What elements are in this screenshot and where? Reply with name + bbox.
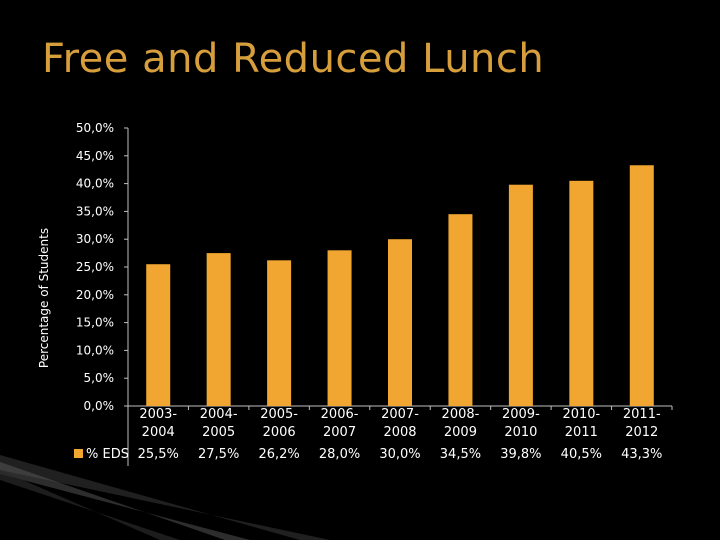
legend-swatch (74, 449, 83, 458)
y-tick-label: 25,0% (76, 260, 114, 274)
bar (267, 260, 292, 406)
y-tick-label: 10,0% (76, 343, 114, 357)
y-tick-label: 20,0% (76, 288, 114, 302)
y-tick-label: 50,0% (76, 121, 114, 135)
x-category-label-line1: 2008- (442, 407, 480, 422)
x-category-label-line1: 2006- (321, 407, 359, 422)
x-category-label-line2: 2006 (263, 425, 296, 440)
data-table-value: 27,5% (198, 447, 239, 462)
data-table-value: 34,5% (440, 447, 481, 462)
x-category-label-line2: 2009 (444, 425, 477, 440)
slide-title: Free and Reduced Lunch (42, 36, 545, 82)
x-category-label-line1: 2009- (502, 407, 540, 422)
y-tick-label: 15,0% (76, 316, 114, 330)
x-category-label-line2: 2008 (383, 425, 416, 440)
bar (388, 239, 412, 406)
bar (146, 264, 171, 406)
x-category-label-line2: 2012 (625, 425, 658, 440)
x-category-label-line2: 2005 (202, 425, 235, 440)
y-tick-label: 35,0% (76, 204, 114, 218)
y-tick-label: 0,0% (84, 399, 115, 413)
y-tick-label: 45,0% (76, 149, 114, 163)
y-tick-label: 5,0% (84, 371, 115, 385)
data-table-value: 30,0% (379, 447, 420, 462)
bar (206, 253, 231, 406)
bar (629, 165, 654, 406)
data-table-value: 26,2% (258, 447, 299, 462)
legend-series-name: % EDS (86, 447, 129, 462)
bar (448, 214, 473, 406)
y-tick-label: 30,0% (76, 232, 114, 246)
bar (327, 250, 352, 406)
data-table-value: 40,5% (561, 447, 602, 462)
bar (508, 184, 533, 406)
data-table-value: 28,0% (319, 447, 360, 462)
x-category-label-line1: 2010- (562, 407, 600, 422)
data-table-value: 25,5% (138, 447, 179, 462)
y-axis-title: Percentage of Students (37, 228, 51, 368)
bar (569, 180, 594, 406)
x-category-label-line1: 2007- (381, 407, 419, 422)
x-category-label-line1: 2011- (623, 407, 661, 422)
x-category-label-line2: 2007 (323, 425, 356, 440)
y-tick-label: 40,0% (76, 177, 114, 191)
data-table-value: 39,8% (500, 447, 541, 462)
x-category-label-line2: 2011 (565, 425, 598, 440)
x-category-label-line1: 2003- (139, 407, 177, 422)
x-category-label-line1: 2004- (200, 407, 238, 422)
x-category-label-line2: 2010 (504, 425, 537, 440)
data-table-value: 43,3% (621, 447, 662, 462)
x-category-label-line1: 2005- (260, 407, 298, 422)
x-category-label-line2: 2004 (142, 425, 175, 440)
